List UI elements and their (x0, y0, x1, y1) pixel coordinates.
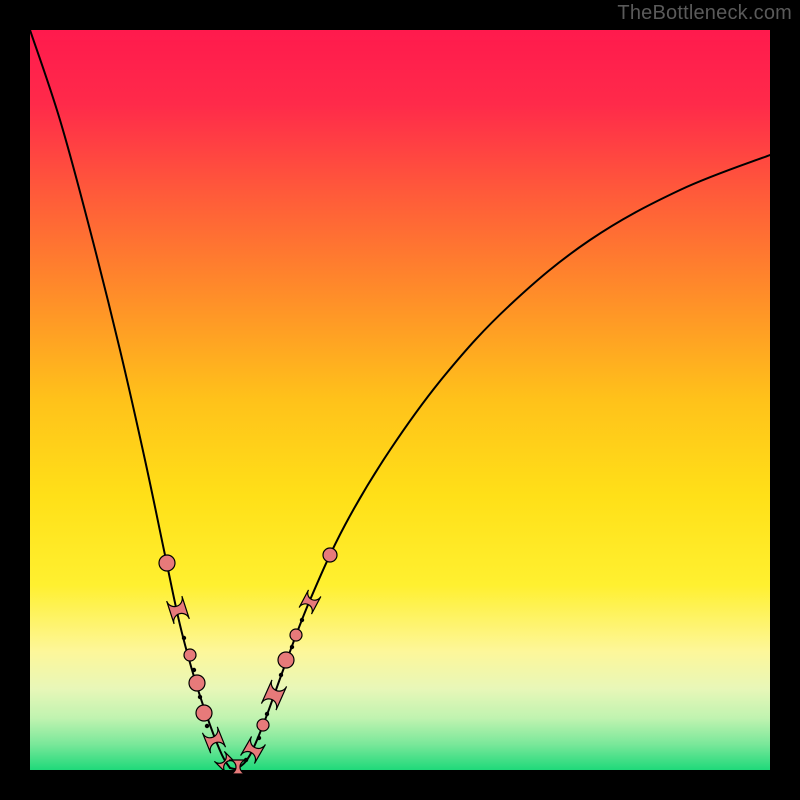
watermark-label: TheBottleneck.com (617, 2, 792, 25)
chart-svg (0, 0, 800, 800)
chart-container: TheBottleneck.com (0, 0, 800, 800)
plot-background (30, 30, 770, 770)
